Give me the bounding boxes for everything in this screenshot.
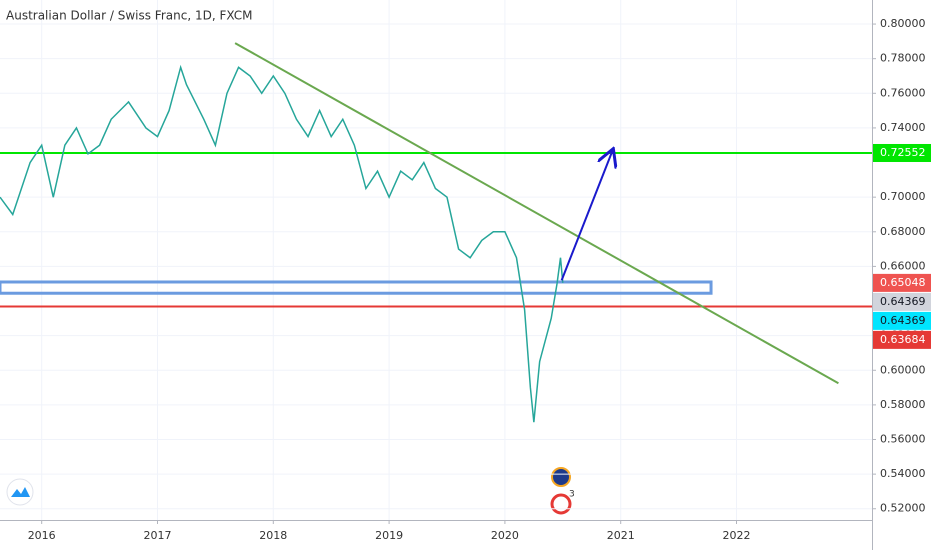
zone-box: [0, 280, 713, 295]
x-tick-label: 2019: [375, 529, 403, 542]
y-tick-label: 0.78000: [880, 52, 926, 65]
chart-title: Australian Dollar / Swiss Franc, 1D, FXC…: [6, 9, 252, 23]
price-label-box: [873, 330, 931, 349]
trend-line: [234, 42, 839, 385]
y-tick-label: 0.54000: [880, 467, 926, 480]
logo: [6, 478, 34, 506]
x-tick-label: 2017: [143, 529, 171, 542]
price-label-box: [873, 292, 931, 311]
y-tick-label: 0.74000: [880, 121, 926, 134]
y-tick-label: 0.56000: [880, 433, 926, 446]
y-tick-label: 0.70000: [880, 190, 926, 203]
price-label-box: [873, 311, 931, 330]
y-tick-label: 0.52000: [880, 502, 926, 515]
y-tick-label: 0.58000: [880, 398, 926, 411]
target-arrow: [560, 150, 613, 281]
x-tick-label: 2018: [259, 529, 287, 542]
price-label: 0.65048: [880, 276, 926, 289]
y-tick-label: 0.60000: [880, 363, 926, 376]
price-label-box: [873, 273, 931, 292]
y-tick-label: 0.66000: [880, 259, 926, 272]
x-tick-label: 2022: [723, 529, 751, 542]
x-tick-label: 2021: [607, 529, 635, 542]
y-tick-label: 0.68000: [880, 225, 926, 238]
price-label-box: [873, 143, 931, 162]
price-line: [0, 64, 564, 423]
svg-text:3: 3: [569, 490, 575, 500]
price-label: 0.72552: [880, 146, 926, 159]
x-tick-label: 2020: [491, 529, 519, 542]
price-labels: 0.72552 0.65048 0.64369 0.64369 0.63684: [873, 143, 931, 349]
x-tick-label: 2016: [28, 529, 56, 542]
y-tick-label: 0.80000: [880, 17, 926, 30]
price-label: 0.64369: [880, 295, 926, 308]
price-label: 0.64369: [880, 314, 926, 327]
y-tick-label: 0.76000: [880, 86, 926, 99]
price-label: 0.63684: [880, 333, 926, 346]
